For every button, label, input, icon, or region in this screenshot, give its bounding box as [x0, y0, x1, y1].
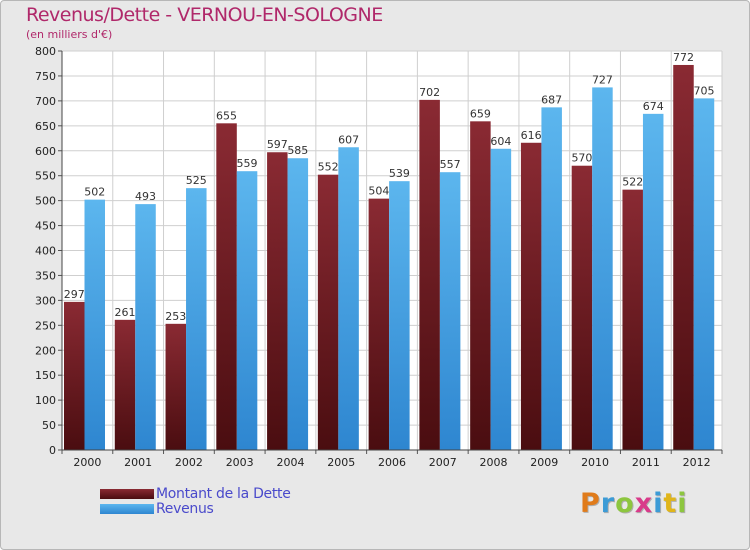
y-tick-label: 750 — [35, 70, 56, 83]
x-tick-label: 2005 — [327, 456, 355, 469]
chart-title: Revenus/Dette - VERNOU-EN-SOLOGNE — [26, 4, 383, 26]
bar-debt — [165, 323, 187, 450]
bar-revenus — [541, 107, 562, 450]
data-label-revenus: 687 — [541, 93, 562, 106]
legend-item-revenus: Revenus — [100, 501, 214, 517]
y-tick-label: 800 — [35, 45, 56, 58]
data-label-debt: 552 — [318, 161, 339, 174]
x-tick-label: 2008 — [480, 456, 508, 469]
bar-revenus — [439, 172, 461, 451]
y-tick-label: 600 — [35, 145, 56, 158]
data-label-revenus: 525 — [186, 174, 207, 187]
legend-label-debt: Montant de la Dette — [156, 486, 291, 502]
bar-revenus — [693, 98, 715, 450]
bar-debt — [216, 123, 237, 450]
y-tick-label: 150 — [35, 369, 56, 382]
data-label-debt: 655 — [216, 109, 237, 122]
bar-revenus — [642, 113, 664, 450]
y-tick-label: 200 — [35, 344, 56, 357]
data-label-debt: 616 — [521, 129, 542, 142]
data-label-revenus: 502 — [84, 186, 105, 199]
bar-debt — [622, 189, 643, 450]
bar-revenus — [389, 181, 410, 450]
data-label-debt: 297 — [64, 288, 85, 301]
legend-item-debt: Montant de la Dette — [100, 486, 291, 502]
y-tick-label: 450 — [35, 220, 56, 233]
x-tick-label: 2006 — [378, 456, 406, 469]
data-label-revenus: 604 — [490, 135, 511, 148]
data-label-debt: 702 — [419, 86, 440, 99]
x-tick-label: 2003 — [226, 456, 254, 469]
bar-debt — [64, 301, 85, 450]
bar-debt — [470, 121, 491, 450]
x-tick-label: 2009 — [530, 456, 558, 469]
x-tick-label: 2011 — [632, 456, 660, 469]
proxiti-logo: Proxiti — [580, 488, 688, 519]
legend-label-revenus: Revenus — [156, 501, 214, 517]
legend-swatch-revenus — [100, 504, 154, 514]
bar-debt — [368, 198, 390, 450]
bar-revenus — [186, 188, 207, 450]
bar-revenus — [236, 171, 258, 451]
data-label-revenus: 607 — [338, 133, 359, 146]
data-label-revenus: 539 — [389, 167, 410, 180]
y-tick-label: 250 — [35, 319, 56, 332]
bar-revenus — [490, 148, 512, 450]
logo-letter: i — [653, 488, 664, 519]
bar-debt — [520, 142, 542, 450]
data-label-revenus: 557 — [440, 158, 461, 171]
x-tick-label: 2001 — [124, 456, 152, 469]
bar-revenus — [592, 87, 613, 450]
bar-debt — [419, 99, 440, 450]
bar-revenus — [135, 204, 156, 450]
chart-subtitle: (en milliers d'€) — [26, 28, 113, 41]
y-tick-label: 650 — [35, 120, 56, 133]
y-tick-label: 0 — [49, 444, 56, 457]
x-tick-label: 2004 — [276, 456, 304, 469]
x-tick-label: 2002 — [175, 456, 203, 469]
logo-letter: t — [663, 488, 678, 519]
y-tick-label: 300 — [35, 294, 56, 307]
y-tick-label: 550 — [35, 170, 56, 183]
logo-letter: P — [580, 488, 601, 519]
bar-debt — [673, 64, 694, 450]
logo-letter: r — [600, 488, 616, 519]
data-label-revenus: 705 — [693, 84, 714, 97]
bar-revenus — [84, 199, 105, 450]
data-label-revenus: 727 — [592, 73, 613, 86]
data-label-debt: 504 — [368, 185, 389, 198]
data-label-revenus: 493 — [135, 190, 156, 203]
y-tick-label: 50 — [42, 419, 56, 432]
y-tick-label: 400 — [35, 245, 56, 258]
y-tick-label: 500 — [35, 195, 56, 208]
bar-debt — [114, 319, 136, 450]
data-label-debt: 522 — [622, 176, 643, 189]
data-label-revenus: 674 — [643, 100, 664, 113]
legend-swatch-debt — [100, 489, 154, 499]
y-tick-label: 350 — [35, 269, 56, 282]
bar-debt — [317, 174, 339, 450]
data-label-debt: 253 — [165, 310, 186, 323]
data-label-debt: 597 — [267, 138, 288, 151]
data-label-debt: 659 — [470, 107, 491, 120]
data-label-debt: 772 — [673, 51, 694, 64]
data-label-debt: 261 — [115, 306, 136, 319]
y-tick-label: 700 — [35, 95, 56, 108]
x-tick-label: 2000 — [73, 456, 101, 469]
x-tick-label: 2007 — [429, 456, 457, 469]
bar-debt — [267, 152, 288, 450]
y-tick-label: 100 — [35, 394, 56, 407]
logo-letter: o — [615, 488, 635, 519]
bar-revenus — [287, 158, 309, 450]
data-label-debt: 570 — [571, 152, 592, 165]
x-tick-label: 2012 — [683, 456, 711, 469]
logo-letter: x — [634, 488, 654, 519]
logo-letter: i — [677, 488, 688, 519]
x-tick-label: 2010 — [581, 456, 609, 469]
bar-debt — [571, 165, 593, 450]
data-label-revenus: 585 — [287, 144, 308, 157]
bar-revenus — [338, 147, 359, 451]
data-label-revenus: 559 — [237, 157, 258, 170]
